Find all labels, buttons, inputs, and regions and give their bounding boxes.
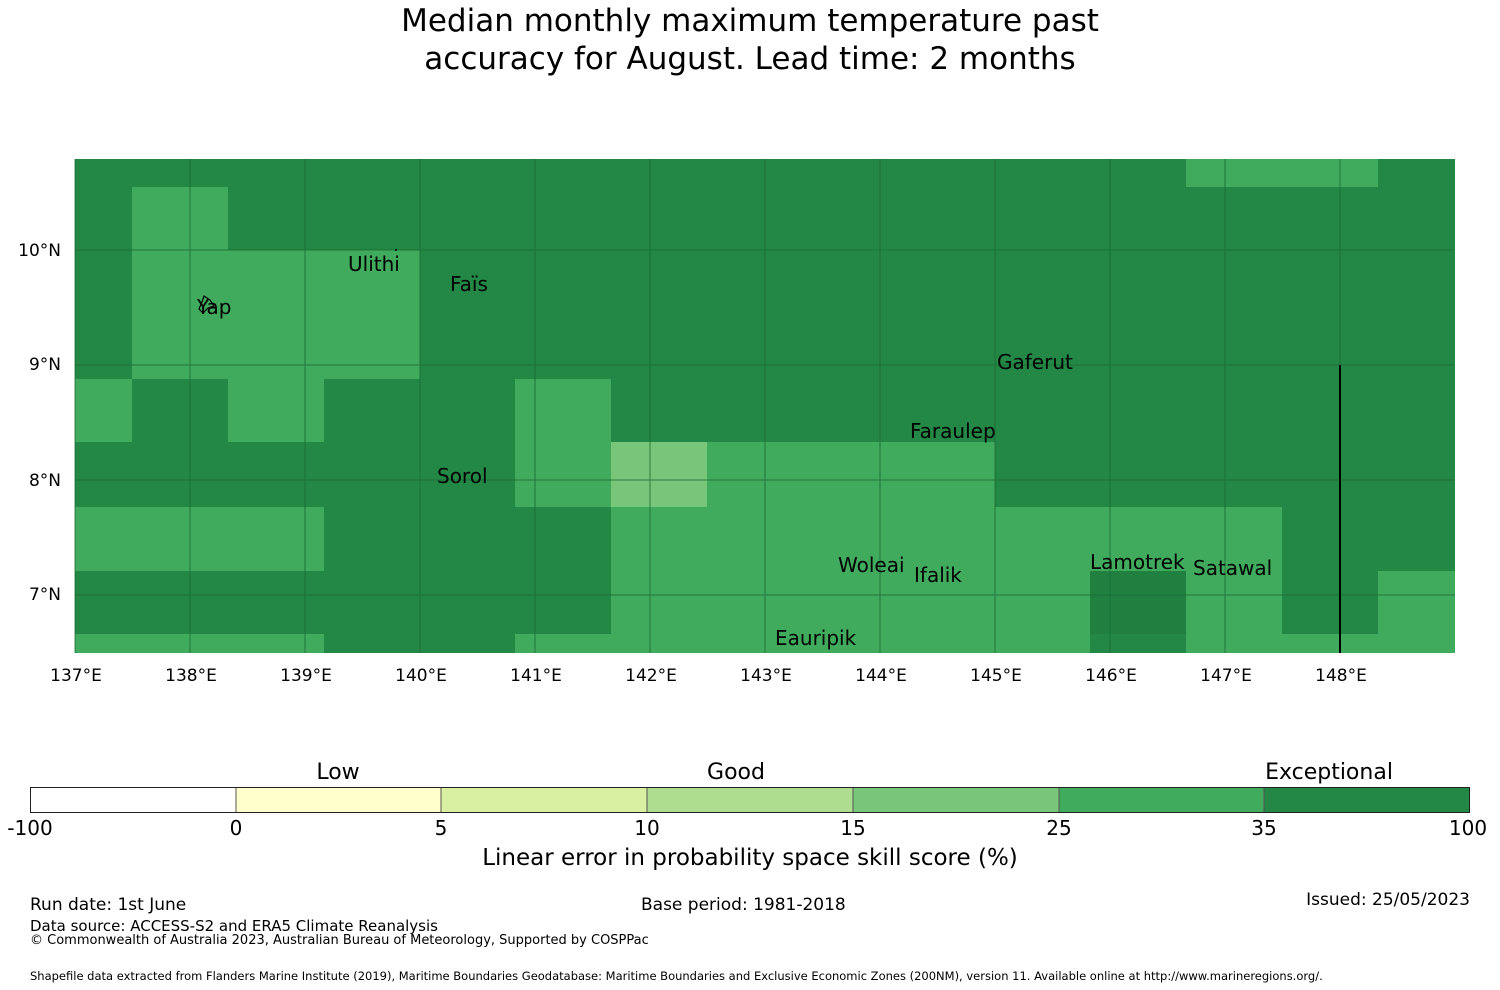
colorbar-dividers [235,787,1265,813]
colorbar-tick: 35 [1251,816,1277,840]
map-cell [132,187,228,250]
base-period: Base period: 1981-2018 [641,895,846,915]
lon-tick-label: 145°E [970,666,1022,686]
lon-tick-label: 139°E [280,666,332,686]
lon-tick-labels: 137°E 138°E 139°E 140°E 141°E 142°E 143°… [50,666,1367,686]
lon-tick-label: 148°E [1315,666,1367,686]
colorbar-tick: 100 [1448,816,1488,840]
map-cell [611,442,707,507]
map-cell [228,379,324,442]
shapefile-attribution: Shapefile data extracted from Flanders M… [30,969,1323,983]
skill-score-map: 10°N 9°N 8°N 7°N 137°E 138°E 139°E 140°E… [18,159,1455,686]
colorbar-bin [647,787,853,813]
graticule [74,159,1455,653]
map-cell [1090,571,1186,634]
run-date: Run date: 1st June [30,895,187,915]
colorbar-category-low: Low [316,760,360,785]
issued-date: Issued: 25/05/2023 [1306,890,1470,910]
island-label-woleai: Woleai [838,553,905,577]
island-label-yap: Yap [196,295,231,319]
map-title: Median monthly maximum temperature past … [0,2,1500,78]
lon-tick-label: 140°E [395,666,447,686]
colorbar-title: Linear error in probability space skill … [482,845,1018,871]
map-cell [1282,634,1378,653]
colorbar-tick: 0 [229,816,243,840]
lon-tick-label: 138°E [165,666,217,686]
island-label-eauripik: Eauripik [775,626,857,650]
map-cell [611,507,1282,571]
island-labels: Ulithi Faïs Yap Gaferut Faraulep Sorol W… [196,252,1272,650]
island-label-faraulep: Faraulep [910,419,996,443]
island-label-satawal: Satawal [1193,556,1272,580]
colorbar-bin [30,787,236,813]
island-label-fais: Faïs [450,272,488,296]
island-label-sorol: Sorol [437,464,488,488]
colorbar-category-good: Good [707,760,765,785]
copyright-notice: © Commonwealth of Australia 2023, Austra… [30,933,649,948]
lon-tick-label: 144°E [855,666,907,686]
colorbar-bin [236,787,441,813]
map-cell [1186,571,1282,653]
colorbar-tick: 25 [1046,816,1072,840]
yap-island-shape [198,295,215,314]
colorbar-bin [1264,787,1470,813]
ulithi-atoll-marker [395,249,397,251]
colorbar [30,787,1470,813]
map-cell [75,507,324,571]
colorbar-outline [30,787,1470,813]
colorbar-tick: 10 [634,816,660,840]
colorbar-bin [853,787,1059,813]
colorbar-tick: 15 [840,816,866,840]
lat-tick-labels: 10°N 9°N 8°N 7°N [18,241,61,605]
map-cell [75,634,324,653]
island-label-ulithi: Ulithi [348,252,400,276]
lon-tick-label: 147°E [1200,666,1252,686]
lon-tick-label: 142°E [625,666,677,686]
island-label-ifalik: Ifalik [914,563,962,587]
island-label-lamotrek: Lamotrek [1090,550,1185,574]
map-title-line-2: accuracy for August. Lead time: 2 months [424,41,1076,77]
map-cell [132,250,420,379]
lon-tick-label: 141°E [510,666,562,686]
lon-tick-label: 146°E [1085,666,1137,686]
map-cell [1378,571,1455,653]
colorbar-tick: -100 [7,816,53,840]
colorbar-bin [441,787,647,813]
lat-tick-label: 9°N [29,355,61,375]
lon-tick-label: 137°E [50,666,102,686]
map-cell [515,379,611,507]
lat-tick-label: 7°N [29,585,61,605]
data-source: Data source: ACCESS-S2 and ERA5 Climate … [30,917,438,935]
lat-tick-label: 10°N [18,241,61,261]
colorbar-tick: 5 [434,816,448,840]
map-cell [611,571,1090,653]
island-label-gaferut: Gaferut [997,350,1073,374]
colorbar-category-exceptional: Exceptional [1265,760,1393,785]
colorbar-bin [1059,787,1264,813]
map-title-line-1: Median monthly maximum temperature past [401,3,1099,39]
map-cell [75,379,132,442]
lat-tick-label: 8°N [29,471,61,491]
map-cell [707,442,995,507]
map-cell [1186,159,1378,187]
map-cell [515,634,611,653]
lon-tick-label: 143°E [740,666,792,686]
